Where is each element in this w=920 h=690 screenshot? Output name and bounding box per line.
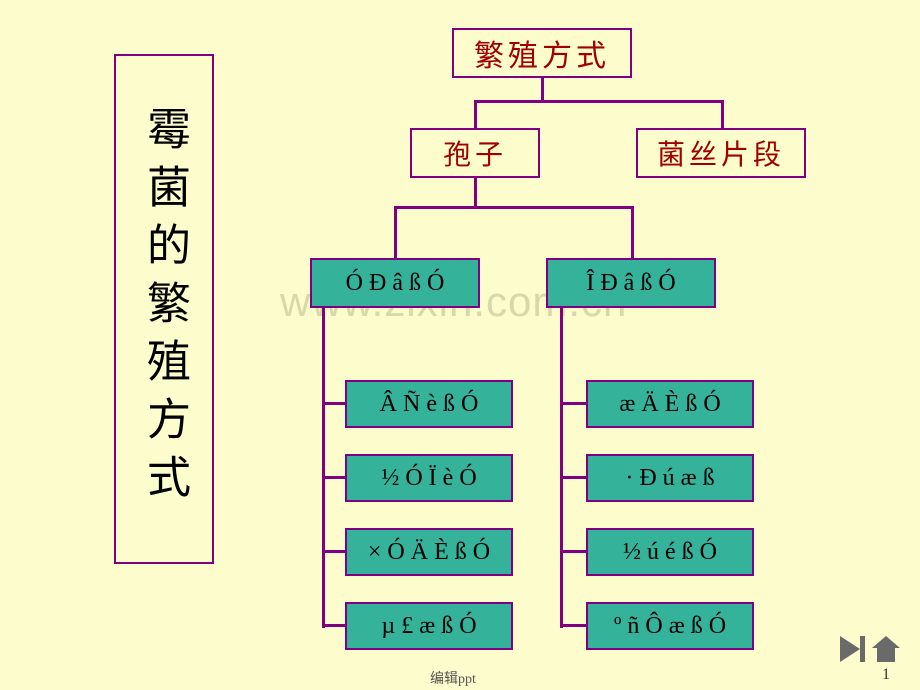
connector-line	[560, 550, 588, 553]
node-left-3: µ £ æ ß Ó	[345, 602, 513, 650]
node-fragments: 菌丝片段	[636, 128, 806, 178]
slide-stage: www.zixin.com.cn 霉菌的繁殖方式 繁殖方式孢子菌丝片段Ó Ð â…	[0, 0, 920, 690]
connector-line	[560, 476, 588, 479]
end-bar-icon	[860, 636, 865, 662]
home-body-icon	[877, 647, 895, 662]
home-button[interactable]	[872, 636, 900, 662]
page-number: 1	[882, 666, 890, 684]
connector-line	[721, 100, 724, 130]
node-right-0: æ Ä È ß Ó	[586, 380, 754, 428]
connector-line	[394, 206, 397, 260]
next-end-button[interactable]	[838, 636, 868, 662]
connector-line	[474, 100, 724, 103]
connector-line	[631, 206, 634, 260]
connector-line	[474, 178, 477, 208]
node-right-2: ½ ú é ß Ó	[586, 528, 754, 576]
connector-line	[541, 78, 544, 102]
node-root: 繁殖方式	[452, 28, 632, 78]
title-text: 霉菌的繁殖方式	[132, 106, 196, 512]
connector-line	[474, 100, 477, 130]
slide-footer: 编辑ppt	[430, 668, 476, 688]
title-box: 霉菌的繁殖方式	[114, 54, 214, 564]
node-left-1: ½ Ó Ï è Ó	[345, 454, 513, 502]
connector-line	[560, 308, 563, 628]
node-asexual: Î Ð â ß Ó	[546, 258, 716, 308]
node-right-3: º ñ Ô æ ß Ó	[586, 602, 754, 650]
connector-line	[394, 206, 634, 209]
node-sexual: Ó Ð â ß Ó	[310, 258, 480, 308]
node-left-0: Â Ñ è ß Ó	[345, 380, 513, 428]
play-icon	[840, 636, 860, 662]
node-right-1: · Ð ú æ ß	[586, 454, 754, 502]
connector-line	[322, 308, 325, 628]
connector-line	[560, 402, 588, 405]
nav-controls	[838, 636, 900, 662]
node-spores: 孢子	[410, 128, 540, 178]
connector-line	[560, 624, 588, 627]
node-left-2: × Ó Ä È ß Ó	[345, 528, 513, 576]
